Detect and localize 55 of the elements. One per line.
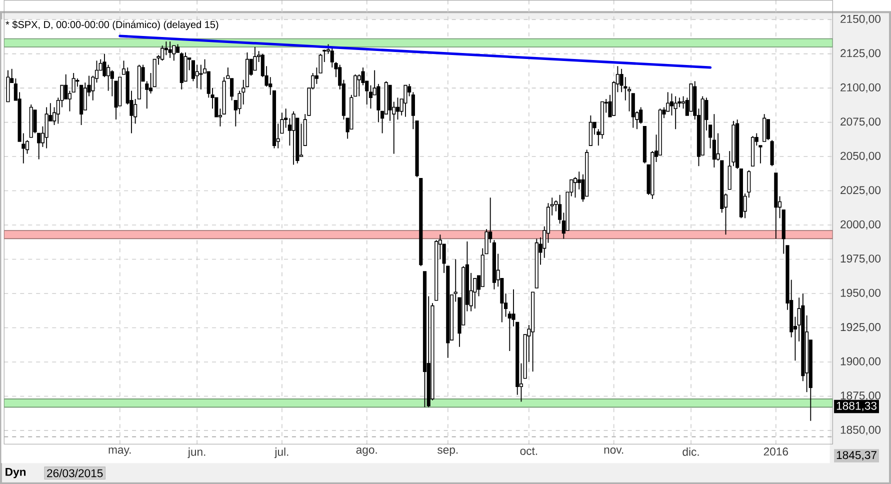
candlestick	[168, 40, 172, 58]
text: 1881,33	[836, 402, 876, 412]
candlestick	[102, 53, 106, 78]
x-tick-label: nov.	[604, 447, 624, 454]
x-tick-label: jul.	[274, 447, 288, 458]
candlestick	[588, 114, 592, 146]
y-tick-label: 1875,00	[840, 391, 881, 401]
y-tick-label: 1950,00	[840, 288, 881, 298]
candlestick	[199, 64, 203, 90]
candlestick	[631, 92, 635, 128]
y-tick-label: 2025,00	[840, 186, 881, 196]
candlestick	[314, 66, 318, 84]
candlestick	[33, 109, 37, 134]
candlestick	[72, 72, 76, 92]
candlestick	[766, 118, 770, 140]
candlestick	[160, 44, 164, 61]
candlestick	[64, 74, 68, 100]
y-tick-label: 2050,00	[840, 152, 881, 162]
text: * $SPX, D, 00:00-00:00 (Dinámico) (delayed 15)	[6, 20, 218, 30]
candlestick	[368, 84, 373, 109]
candlestick	[712, 113, 716, 168]
candlestick	[396, 97, 400, 120]
text: Dyn	[6, 468, 26, 478]
y-tick-label: 1900,00	[840, 357, 881, 366]
x-tick-label: jun.	[188, 447, 206, 458]
candlestick	[37, 132, 41, 160]
candlestick	[357, 74, 361, 97]
x-tick-label: sep.	[438, 447, 458, 456]
y-tick-label: 2100,00	[840, 83, 881, 93]
y-tick-label: 2075,00	[840, 117, 881, 127]
candlestick	[253, 46, 257, 71]
y-tick-label: 1850,00	[840, 426, 881, 435]
candlestick	[164, 40, 168, 56]
candlestick	[674, 96, 678, 130]
y-tick-label: 2000,00	[840, 220, 881, 230]
x-tick-label: dic.	[682, 447, 699, 456]
candlestick	[318, 53, 322, 74]
x-tick-label: ago.	[356, 447, 377, 456]
candlestick	[404, 84, 408, 118]
y-tick-label: 2125,00	[840, 48, 881, 58]
y-tick-label: 1975,00	[840, 254, 881, 264]
candlestick	[44, 106, 48, 149]
x-tick-label: may.	[108, 447, 131, 456]
x-tick-label: oct.	[520, 447, 538, 455]
candlestick	[770, 139, 774, 166]
candlestick	[195, 64, 199, 88]
x-tick-label: 2016	[764, 447, 788, 456]
candlestick	[353, 74, 358, 97]
candlestick	[762, 113, 766, 142]
ref-line-label: 1845,37	[836, 450, 876, 460]
y-tick-label: 2150,00	[840, 14, 881, 24]
text: 26/03/2015	[47, 468, 103, 478]
candlestick	[172, 44, 176, 61]
candlestick	[292, 110, 296, 166]
y-tick-label: 1925,00	[840, 322, 881, 332]
